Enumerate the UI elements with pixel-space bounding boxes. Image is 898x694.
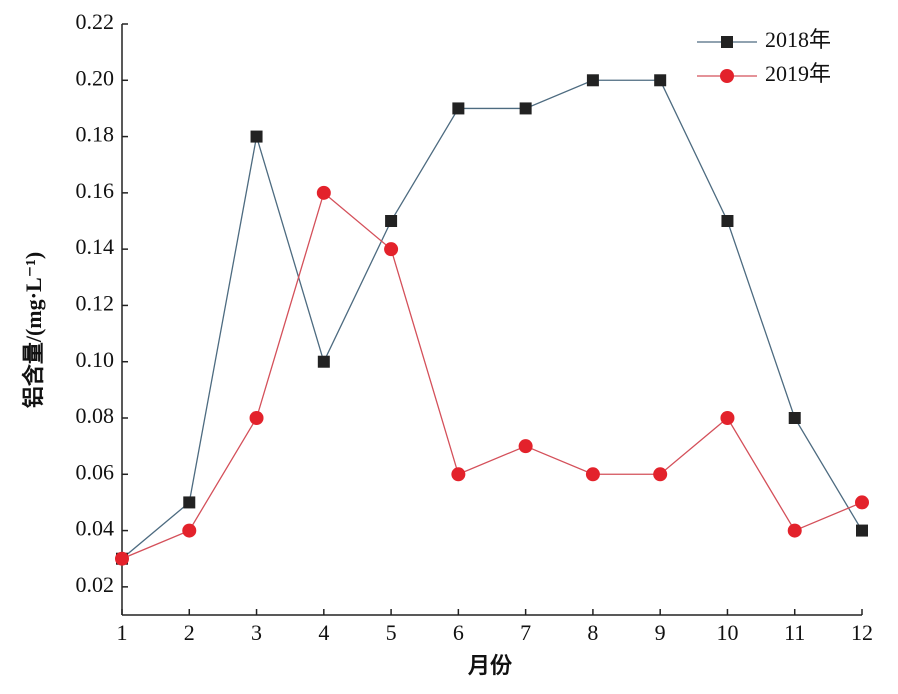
x-tick-label: 7 bbox=[520, 620, 531, 645]
x-tick-label: 9 bbox=[655, 620, 666, 645]
marker bbox=[720, 411, 735, 425]
series-line bbox=[121, 79, 863, 560]
marker bbox=[653, 467, 668, 482]
series-line bbox=[121, 191, 863, 560]
x-tick-label: 8 bbox=[587, 620, 598, 645]
y-tick-label: 0.06 bbox=[76, 459, 115, 484]
marker bbox=[855, 495, 869, 510]
y-axis-title: 铝含量/(mg·L⁻¹) bbox=[21, 252, 46, 408]
x-tick-label: 10 bbox=[716, 620, 738, 645]
marker bbox=[585, 467, 600, 482]
y-tick-label: 0.04 bbox=[76, 516, 115, 541]
y-tick-label: 0.22 bbox=[76, 9, 115, 34]
y-tick-label: 0.20 bbox=[76, 65, 115, 90]
marker bbox=[518, 439, 533, 454]
x-tick-label: 12 bbox=[851, 620, 873, 645]
legend-marker bbox=[721, 36, 733, 48]
marker bbox=[586, 74, 599, 87]
marker bbox=[721, 215, 734, 227]
y-tick-label: 0.10 bbox=[76, 347, 115, 372]
marker bbox=[250, 130, 263, 143]
y-tick-label: 0.16 bbox=[76, 178, 115, 203]
x-tick-label: 2 bbox=[184, 620, 195, 645]
legend-marker bbox=[720, 69, 734, 83]
marker bbox=[384, 242, 399, 257]
x-tick-label: 11 bbox=[784, 620, 805, 645]
x-tick-label: 3 bbox=[251, 620, 262, 645]
x-tick-label: 1 bbox=[117, 620, 128, 645]
marker bbox=[182, 523, 197, 538]
y-tick-label: 0.14 bbox=[76, 234, 115, 259]
legend-label: 2019年 bbox=[765, 61, 831, 86]
marker bbox=[183, 496, 196, 509]
marker bbox=[451, 467, 466, 482]
y-tick-label: 0.18 bbox=[76, 122, 115, 147]
marker bbox=[317, 355, 330, 368]
marker bbox=[249, 411, 264, 425]
marker bbox=[519, 102, 532, 115]
marker bbox=[385, 215, 398, 227]
y-tick-label: 0.08 bbox=[76, 403, 115, 428]
x-tick-label: 4 bbox=[318, 620, 329, 645]
marker bbox=[115, 551, 129, 566]
marker bbox=[654, 74, 667, 87]
y-tick-label: 0.12 bbox=[76, 290, 115, 315]
x-tick-label: 6 bbox=[453, 620, 464, 645]
marker bbox=[316, 185, 331, 200]
marker bbox=[787, 523, 802, 538]
x-axis-title: 月份 bbox=[467, 653, 513, 678]
x-tick-label: 5 bbox=[386, 620, 397, 645]
marker bbox=[452, 102, 465, 115]
marker bbox=[788, 412, 801, 424]
legend-label: 2018年 bbox=[765, 27, 831, 52]
y-tick-label: 0.02 bbox=[76, 572, 115, 597]
marker bbox=[856, 524, 868, 537]
